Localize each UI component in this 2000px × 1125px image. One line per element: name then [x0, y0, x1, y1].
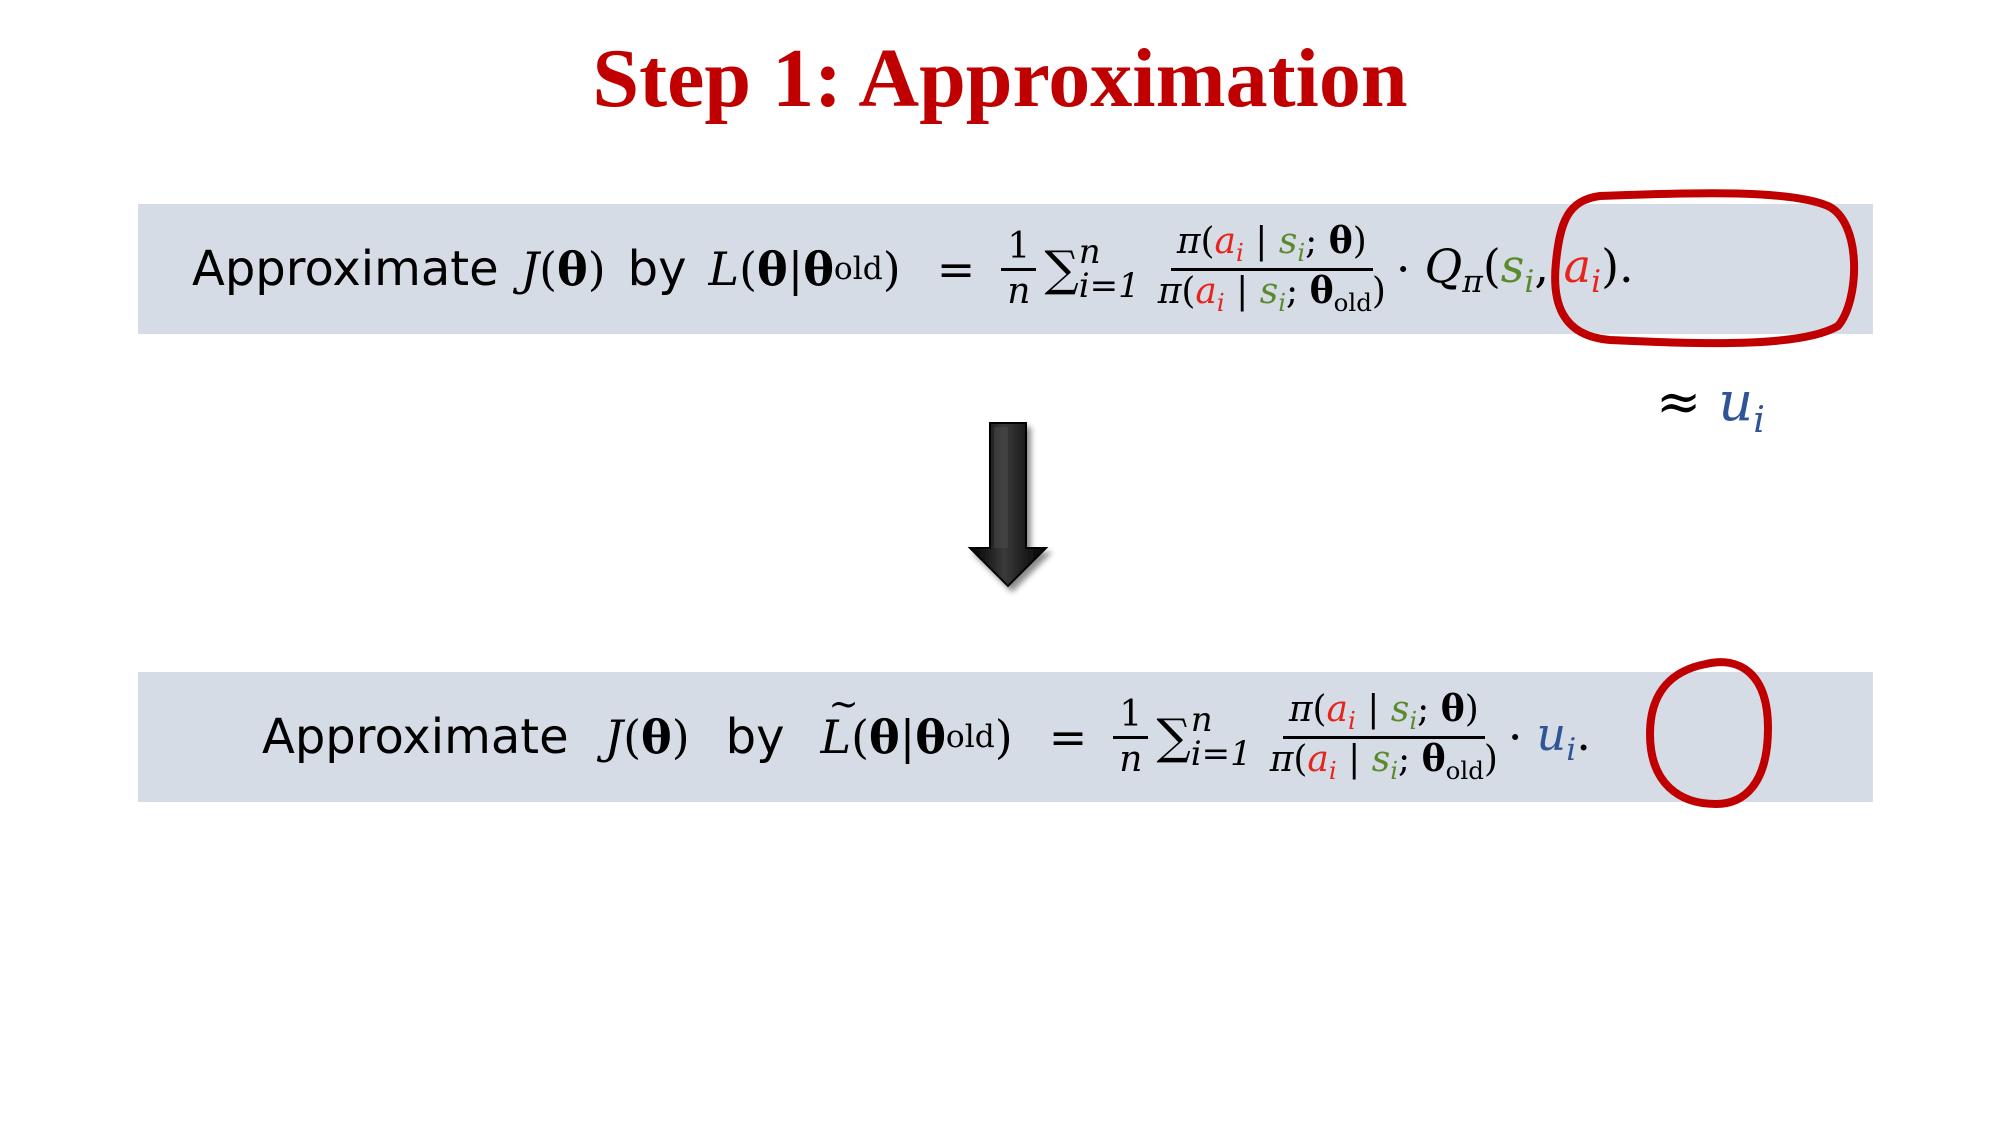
formula-band-1: Approximate J(θ) by L(θ | θ old) = 1 n ∑ …: [138, 204, 1873, 334]
l-tilde-symbol: L: [821, 684, 859, 764]
highlight-circle-q: [1551, 189, 1859, 348]
j-symbol-1: J: [520, 242, 540, 296]
by-word-1: by: [627, 241, 687, 297]
approximate-word-1: Approximate: [192, 241, 499, 297]
by-word-2: by: [725, 709, 785, 765]
theta-symbol-1a: θ: [557, 242, 588, 296]
approx-u-label: ≈ ui: [1656, 370, 1765, 441]
formula-line-1: Approximate J(θ) by L(θ | θ old) = 1 n ∑ …: [192, 219, 1634, 317]
sum-limits-2: n i=1: [1190, 700, 1252, 774]
equals-sign-1: =: [936, 242, 976, 296]
ratio-fraction-2: π(ai | si; θ) π(ai | si; θold): [1269, 687, 1498, 785]
theta-old-1: θ: [803, 242, 834, 296]
slide-title: Step 1: Approximation: [592, 32, 1408, 125]
sum-limits-1: n i=1: [1078, 232, 1140, 306]
l-symbol-1: L: [708, 242, 740, 296]
u-term: ui.: [1536, 706, 1591, 768]
one-over-n-2: 1 n: [1113, 695, 1149, 779]
cdot-1: ·: [1395, 242, 1411, 296]
u-symbol: u: [1718, 370, 1754, 433]
approx-symbol: ≈: [1656, 370, 1702, 433]
approximate-word-2: Approximate: [262, 709, 569, 765]
sum-symbol-2: ∑: [1156, 709, 1191, 765]
theta-old-2: θ: [915, 710, 946, 764]
highlight-circle-u: [1645, 658, 1773, 809]
u-subscript: i: [1753, 397, 1765, 441]
old-subscript-1: old: [833, 251, 883, 287]
sum-symbol-1: ∑: [1044, 241, 1079, 297]
one-over-n-1: 1 n: [1001, 227, 1037, 311]
q-function-term: Qπ(si, ai).: [1424, 238, 1634, 300]
cdot-2: ·: [1507, 710, 1523, 764]
ratio-fraction-1: π(ai | si; θ) π(ai | si; θold): [1157, 219, 1386, 317]
theta-symbol-2a: θ: [641, 710, 672, 764]
j-symbol-2: J: [604, 710, 624, 764]
equals-sign-2: =: [1048, 710, 1088, 764]
formula-line-2: Approximate J(θ) by L(θ | θold) = 1 n ∑ …: [262, 672, 1591, 802]
theta-symbol-2b: θ: [869, 710, 900, 764]
formula-band-2: Approximate J(θ) by L(θ | θold) = 1 n ∑ …: [138, 672, 1873, 802]
down-arrow-icon: [967, 422, 1049, 588]
theta-symbol-1b: θ: [757, 242, 788, 296]
old-subscript-2: old: [945, 719, 995, 755]
